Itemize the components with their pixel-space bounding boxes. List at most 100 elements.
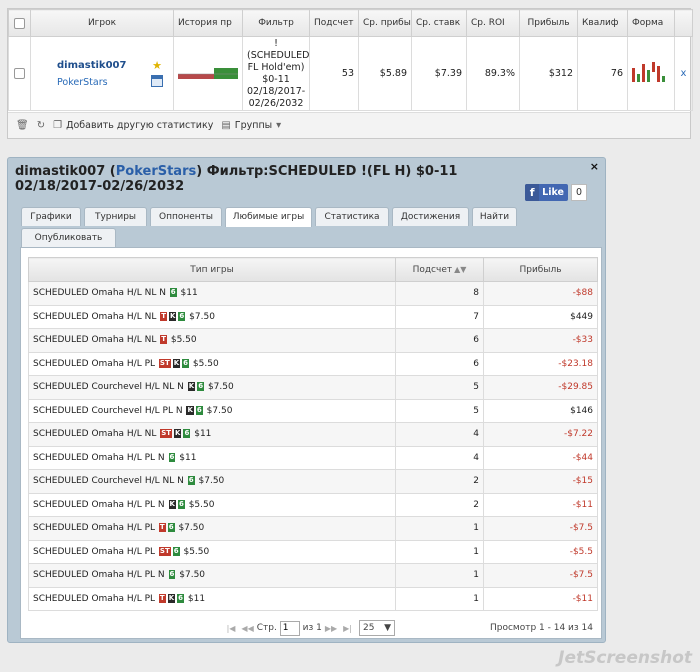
title-prefix: dimastik007 (	[15, 164, 116, 179]
header-avg-profit[interactable]: Ср. прибы	[358, 9, 412, 37]
header-player[interactable]: Игрок	[30, 9, 174, 37]
header-history[interactable]: История пр	[173, 9, 243, 37]
table-row[interactable]: SCHEDULED Courchevel H/L NL N 6 $7.50 2 -$…	[28, 469, 598, 494]
player-room-link[interactable]: PokerStars	[57, 76, 108, 88]
game-stake: $7.50	[198, 476, 225, 487]
page-label: Стр.	[256, 623, 277, 633]
game-badge: T	[158, 593, 166, 603]
form-bar	[662, 76, 665, 82]
history-sparkline[interactable]	[178, 59, 238, 89]
tab-find[interactable]: Найти	[472, 207, 517, 226]
game-badge: 6	[197, 382, 205, 392]
tab-favorite-games[interactable]: Любимые игры	[225, 207, 312, 227]
form-bar	[637, 74, 640, 82]
player-name-link[interactable]: dimastik007	[57, 59, 127, 71]
tab-publish[interactable]: Опубликовать	[21, 228, 116, 247]
header-profit[interactable]: Прибыль	[519, 9, 578, 37]
avg-stake-cell: $7.39	[411, 36, 467, 111]
form-bar	[647, 70, 650, 82]
trash-icon[interactable]: 🗑	[16, 120, 29, 131]
game-count-cell: 1	[395, 516, 484, 541]
header-avg-stake[interactable]: Ср. ставк	[411, 9, 467, 37]
star-icon[interactable]: ★	[152, 58, 162, 72]
game-type-cell: SCHEDULED Omaha H/L NL T $5.50	[28, 328, 396, 353]
game-badge: 6	[168, 452, 176, 462]
game-badge: 6	[187, 476, 195, 486]
header-count[interactable]: Подсчет	[309, 9, 359, 37]
tab-achievements[interactable]: Достижения	[392, 207, 469, 226]
row-select[interactable]	[8, 36, 31, 111]
table-row[interactable]: SCHEDULED Omaha H/L PL N 6 $11 4 -$44	[28, 445, 598, 470]
game-profit-cell: -$7.5	[483, 563, 598, 588]
like-label: Like	[542, 187, 564, 198]
page-input[interactable]	[279, 620, 300, 636]
last-page-icon[interactable]: ▶|	[343, 623, 352, 633]
game-profit-cell: -$7.22	[483, 422, 598, 447]
facebook-icon: f	[525, 184, 540, 201]
game-type-cell: SCHEDULED Courchevel H/L NL N 6 $7.50	[28, 469, 396, 494]
header-form[interactable]: Форма	[627, 9, 675, 37]
game-type-cell: SCHEDULED Omaha H/L PL ST K 6 $5.50	[28, 351, 396, 376]
table-row[interactable]: SCHEDULED Omaha H/L PL ST 6 $5.50 1 -$5.5	[28, 539, 598, 564]
title-suffix: ) Фильтр:SCHEDULED !(FL H) $0-11 02/18/2…	[15, 164, 458, 194]
add-stats-button[interactable]: ❐ Добавить другую статистику	[53, 120, 213, 131]
history-area-negative	[178, 73, 214, 79]
refresh-icon[interactable]: ↻	[36, 120, 46, 131]
title-room-link[interactable]: PokerStars	[115, 164, 197, 179]
game-stake: $11	[187, 593, 206, 604]
tab-opponents[interactable]: Оппоненты	[150, 207, 222, 226]
header-games-profit[interactable]: Прибыль	[483, 257, 598, 282]
table-row[interactable]: SCHEDULED Omaha H/L NL N 6 $11 8 -$88	[28, 281, 598, 306]
remove-cell[interactable]: x	[674, 36, 693, 111]
game-stake: $5.50	[192, 358, 219, 369]
close-button[interactable]: ×	[589, 160, 599, 173]
form-bars	[632, 62, 665, 82]
next-page-icon[interactable]: ▶▶	[324, 623, 338, 633]
remove-row-button[interactable]: x	[680, 68, 687, 79]
tab-statistics[interactable]: Статистика	[315, 207, 389, 226]
header-game-type[interactable]: Тип игры	[28, 257, 396, 282]
game-type-text: SCHEDULED Omaha H/L PL	[33, 593, 156, 604]
select-all-checkbox[interactable]	[14, 17, 25, 29]
game-count-cell: 2	[395, 469, 484, 494]
game-stake: $5.50	[188, 499, 215, 510]
tab-charts[interactable]: Графики	[21, 207, 81, 226]
page-size-select[interactable]: 25 ▼	[359, 620, 395, 636]
facebook-like-button[interactable]: f Like	[525, 184, 568, 201]
calendar-icon[interactable]	[151, 74, 163, 87]
table-row[interactable]: SCHEDULED Omaha H/L NL ST K 6 $11 4 -$7.22	[28, 422, 598, 447]
row-checkbox[interactable]	[14, 68, 25, 79]
game-type-text: SCHEDULED Omaha H/L PL	[33, 358, 156, 369]
game-badge: T	[160, 311, 167, 321]
game-count-cell: 7	[395, 304, 484, 329]
header-filter[interactable]: Фильтр	[242, 9, 310, 37]
table-row[interactable]: SCHEDULED Omaha H/L PL ST K 6 $5.50 6 -$23.1…	[28, 351, 598, 376]
game-profit-cell: -$29.85	[483, 375, 598, 400]
game-stake: $7.50	[207, 382, 234, 393]
game-type-text: SCHEDULED Omaha H/L PL N	[33, 570, 165, 581]
sort-icon: ▲▼	[454, 264, 467, 274]
header-avg-roi[interactable]: Ср. ROI	[466, 9, 520, 37]
history-cell[interactable]	[173, 36, 243, 111]
groups-dropdown[interactable]: ▤ Группы ▾	[221, 120, 281, 131]
header-qualification[interactable]: Квалиф	[577, 9, 628, 37]
first-page-icon[interactable]: |◀	[226, 623, 236, 633]
table-row[interactable]: SCHEDULED Omaha H/L NL T $5.50 6 -$33	[28, 328, 598, 353]
table-row[interactable]: SCHEDULED Omaha H/L PL N 6 $7.50 1 -$7.5	[28, 563, 598, 588]
select-all-header[interactable]	[8, 9, 31, 37]
player-cell: dimastik007 PokerStars ★	[30, 36, 174, 111]
prev-page-icon[interactable]: ◀◀	[241, 623, 254, 633]
tab-tournaments[interactable]: Турниры	[84, 207, 147, 226]
favorite-games-content: Тип игры Подсчет ▲▼ Прибыль SCHEDULED Oma…	[20, 247, 602, 639]
add-stats-label: Добавить другую статистику	[66, 120, 214, 131]
header-games-count[interactable]: Подсчет ▲▼	[395, 257, 484, 282]
